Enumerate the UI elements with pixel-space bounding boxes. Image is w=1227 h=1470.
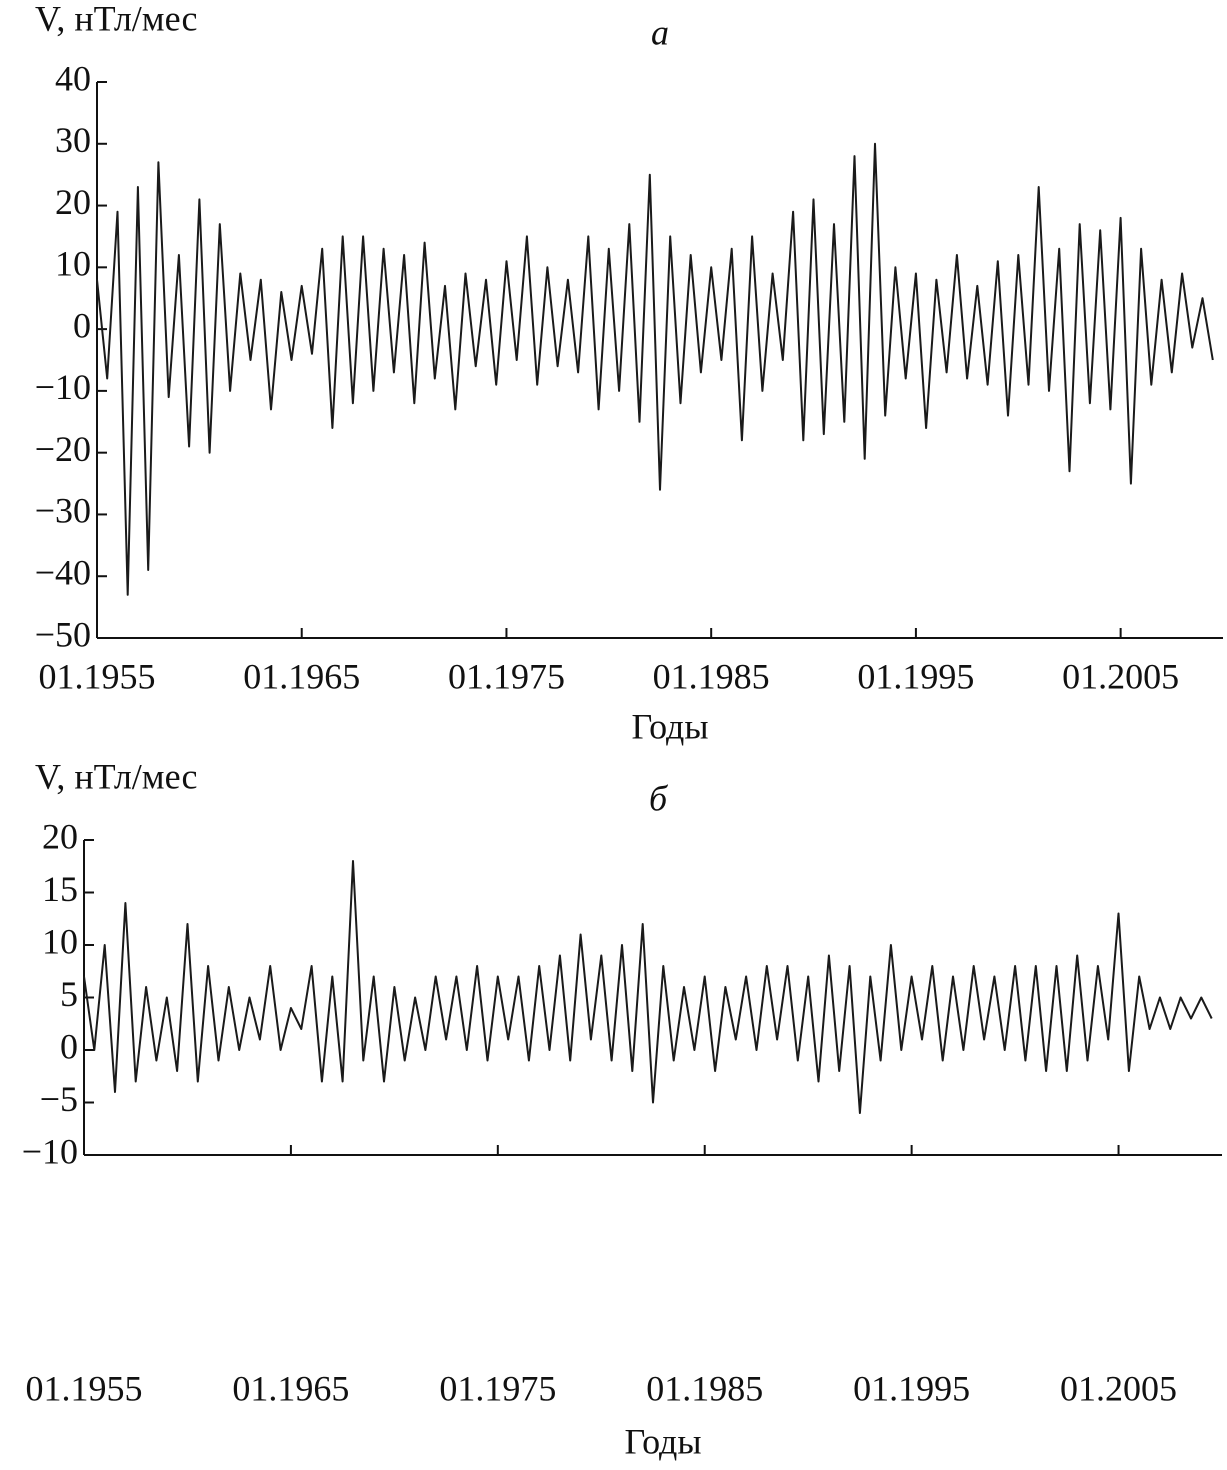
y-tick-label: −50 [35,614,91,654]
x-tick-label: 01.1995 [857,656,974,696]
data-line [96,142,1214,596]
y-tick-label: 0 [73,305,91,345]
y-axis-label: V, нТл/мес [35,756,197,796]
x-tick-label: 01.1975 [448,656,565,696]
x-tick-label: 01.1985 [653,656,770,696]
y-tick-label: −20 [35,429,91,469]
x-tick-label: 01.1965 [243,656,360,696]
y-tick-label: 30 [55,120,91,160]
y-tick-label: −5 [40,1079,78,1119]
y-axis-label: V, нТл/мес [35,0,197,38]
x-tick-label: 01.1985 [646,1368,763,1408]
y-tick-label: 20 [42,816,78,856]
panel-label: а [651,12,669,52]
y-tick-label: 20 [55,182,91,222]
y-tick-label: 10 [55,244,91,284]
y-tick-label: −10 [22,1131,78,1171]
x-axis-label: Годы [631,706,708,746]
y-tick-label: −30 [35,491,91,531]
x-tick-label: 01.1955 [39,656,156,696]
y-tick-label: −10 [35,367,91,407]
y-tick-label: 0 [60,1026,78,1066]
y-tick-label: 40 [55,58,91,98]
y-tick-label: 5 [60,974,78,1014]
x-tick-label: 01.1975 [439,1368,556,1408]
y-tick-label: −40 [35,552,91,592]
x-tick-label: 01.1955 [26,1368,143,1408]
y-tick-label: 10 [42,921,78,961]
x-tick-label: 01.1995 [853,1368,970,1408]
panel-label: б [649,778,669,818]
x-tick-label: 01.2005 [1060,1368,1177,1408]
x-tick-label: 01.1965 [232,1368,349,1408]
data-line [83,860,1213,1114]
x-axis-label: Годы [624,1421,701,1461]
y-tick-label: 15 [42,869,78,909]
x-tick-label: 01.2005 [1062,656,1179,696]
